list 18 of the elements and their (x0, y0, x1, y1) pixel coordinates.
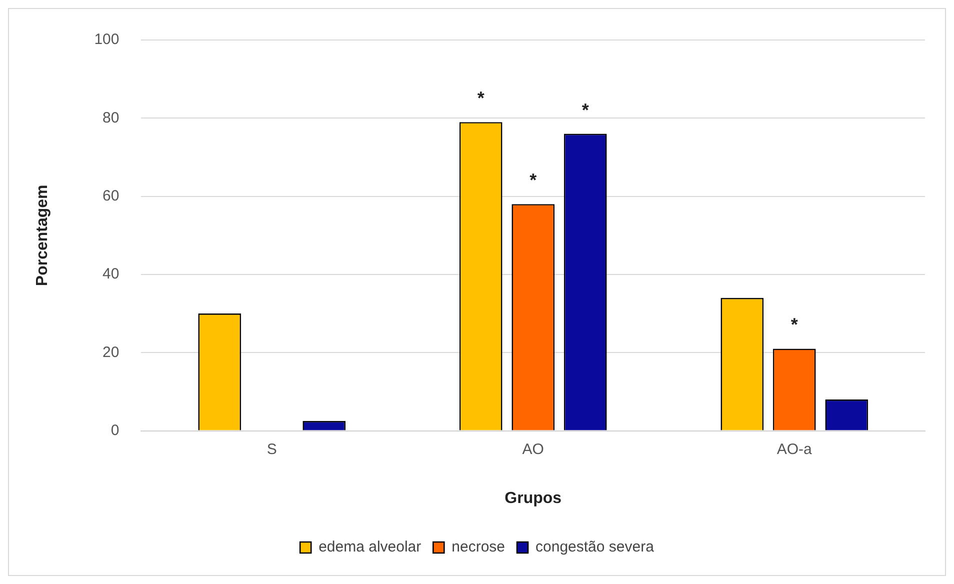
y-tick-label: 100 (94, 31, 120, 48)
y-axis-title: Porcentagem (34, 184, 52, 286)
legend-label: congestão severa (536, 538, 655, 556)
data-label: * (477, 88, 484, 108)
y-tick-label: 80 (102, 109, 120, 126)
y-tick-label: 20 (102, 344, 120, 361)
data-label: * (530, 170, 537, 190)
data-label: * (790, 314, 798, 335)
y-tick-label: 40 (102, 266, 120, 283)
legend-label: edema alveolar (318, 538, 422, 556)
legend-label: necrose (452, 538, 506, 556)
y-tick-label: 0 (110, 422, 120, 439)
y-tick-label: 60 (102, 187, 120, 204)
x-axis-title: Grupos (504, 490, 562, 507)
x-tick-label: S (266, 440, 277, 458)
data-label: * (582, 100, 589, 120)
x-tick-label: AO-a (776, 440, 813, 458)
x-tick-label: AO (522, 440, 544, 458)
